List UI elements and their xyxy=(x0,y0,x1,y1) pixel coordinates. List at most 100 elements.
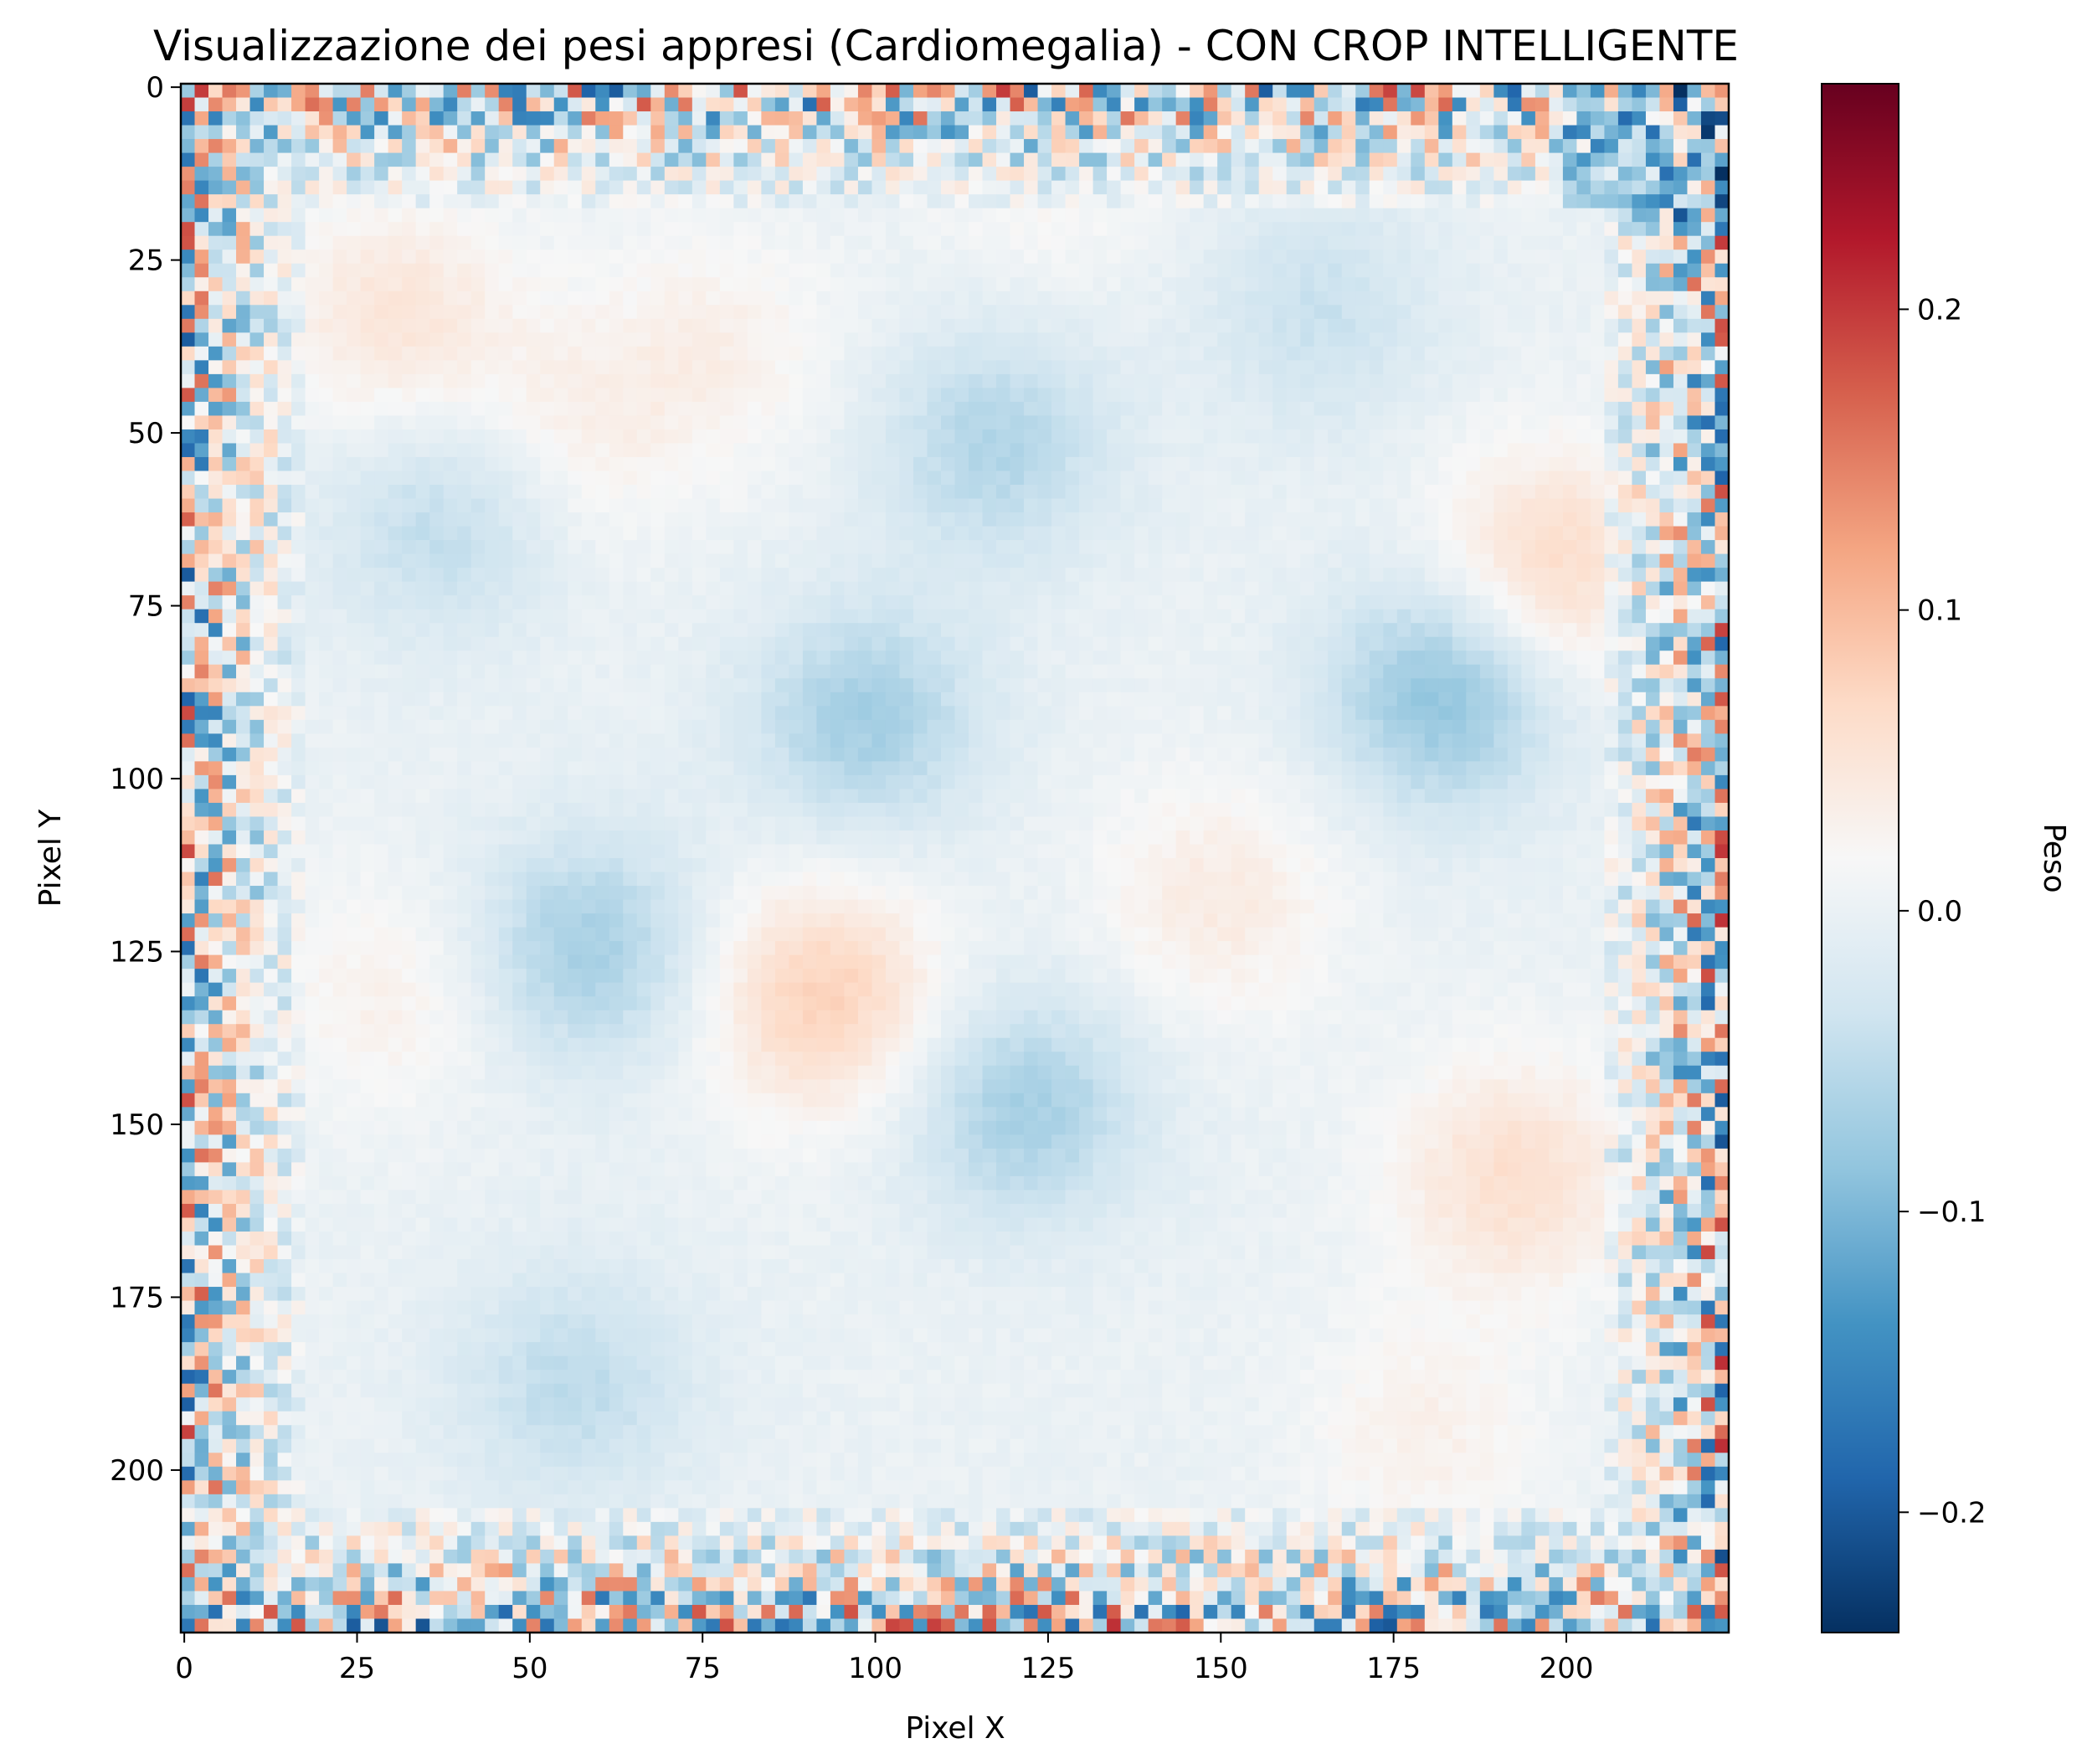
heatmap-cell xyxy=(857,568,873,583)
heatmap-cell xyxy=(512,263,527,278)
heatmap-cell xyxy=(982,139,997,154)
heatmap-cell xyxy=(940,318,956,333)
heatmap-cell xyxy=(927,360,942,375)
heatmap-cell xyxy=(1313,595,1329,610)
heatmap-cell xyxy=(1300,84,1315,99)
heatmap-cell xyxy=(277,664,292,679)
heatmap-cell xyxy=(1714,456,1730,472)
heatmap-cell xyxy=(678,636,693,651)
heatmap-cell xyxy=(1107,415,1122,430)
heatmap-cell xyxy=(816,139,831,154)
heatmap-cell xyxy=(1341,568,1356,583)
heatmap-cell xyxy=(1369,222,1384,237)
heatmap-cell xyxy=(996,277,1011,292)
heatmap-cell xyxy=(733,401,748,417)
heatmap-cell xyxy=(181,512,196,527)
heatmap-cell xyxy=(360,443,375,458)
heatmap-cell xyxy=(360,235,375,250)
heatmap-cell xyxy=(208,581,224,596)
heatmap-cell xyxy=(1562,401,1577,417)
heatmap-cell xyxy=(553,125,568,140)
heatmap-cell xyxy=(415,485,430,500)
heatmap-cell xyxy=(470,540,486,555)
heatmap-cell xyxy=(194,373,209,388)
heatmap-cell xyxy=(347,485,362,500)
heatmap-cell xyxy=(899,636,914,651)
heatmap-cell xyxy=(1632,429,1647,445)
heatmap-cell xyxy=(360,526,375,541)
heatmap-cell xyxy=(1438,636,1453,651)
heatmap-cell xyxy=(1245,332,1260,347)
heatmap-cell xyxy=(1051,167,1067,182)
heatmap-cell xyxy=(1272,360,1288,375)
heatmap-cell xyxy=(374,84,389,99)
heatmap-cell xyxy=(1037,263,1052,278)
heatmap-cell xyxy=(982,526,997,541)
heatmap-cell xyxy=(512,167,527,182)
heatmap-cell xyxy=(1604,111,1619,126)
heatmap-cell xyxy=(470,263,486,278)
heatmap-cell xyxy=(1190,388,1205,403)
heatmap-cell xyxy=(595,609,610,624)
heatmap-cell xyxy=(1010,429,1025,445)
heatmap-cell xyxy=(664,512,679,527)
heatmap-cell xyxy=(388,263,403,278)
heatmap-cell xyxy=(222,111,237,126)
heatmap-cell xyxy=(650,540,666,555)
heatmap-cell xyxy=(1396,360,1411,375)
heatmap-cell xyxy=(1535,263,1550,278)
heatmap-cell xyxy=(706,305,721,320)
heatmap-cell xyxy=(1687,222,1702,237)
heatmap-cell xyxy=(927,235,942,250)
heatmap-cell xyxy=(470,401,486,417)
heatmap-cell xyxy=(1479,291,1494,306)
heatmap-cell xyxy=(429,568,445,583)
heatmap-cell xyxy=(912,595,928,610)
heatmap-cell xyxy=(402,318,417,333)
heatmap-cell xyxy=(595,332,610,347)
heatmap-cell xyxy=(1549,456,1564,472)
heatmap-cell xyxy=(374,388,389,403)
heatmap-cell xyxy=(498,222,513,237)
heatmap-cell xyxy=(415,249,430,265)
heatmap-cell xyxy=(1673,443,1689,458)
heatmap-cell xyxy=(1162,97,1177,112)
heatmap-cell xyxy=(609,291,624,306)
heatmap-cell xyxy=(706,581,721,596)
heatmap-cell xyxy=(181,208,196,223)
heatmap-cell xyxy=(1479,222,1494,237)
heatmap-cell xyxy=(733,180,748,195)
heatmap-cell xyxy=(526,167,541,182)
heatmap-cell xyxy=(1479,636,1494,651)
heatmap-cell xyxy=(885,346,901,361)
heatmap-cell xyxy=(1313,678,1329,693)
heatmap-cell xyxy=(581,595,596,610)
heatmap-cell xyxy=(982,167,997,182)
heatmap-cell xyxy=(1383,609,1398,624)
heatmap-cell xyxy=(1714,222,1730,237)
heatmap-cell xyxy=(636,415,651,430)
heatmap-cell xyxy=(1659,373,1674,388)
heatmap-cell xyxy=(1258,167,1273,182)
heatmap-cell xyxy=(1190,595,1205,610)
heatmap-cell xyxy=(1479,332,1494,347)
heatmap-cell xyxy=(1714,623,1730,638)
heatmap-cell xyxy=(747,581,762,596)
heatmap-cell xyxy=(374,415,389,430)
heatmap-cell xyxy=(332,485,347,500)
heatmap-cell xyxy=(415,512,430,527)
heatmap-cell xyxy=(1576,456,1591,472)
heatmap-cell xyxy=(927,581,942,596)
heatmap-cell xyxy=(678,553,693,568)
heatmap-cell xyxy=(1369,84,1384,99)
heatmap-cell xyxy=(595,222,610,237)
heatmap-cell xyxy=(1466,194,1481,209)
heatmap-cell xyxy=(1521,568,1536,583)
heatmap-cell xyxy=(609,360,624,375)
heatmap-cell xyxy=(761,208,776,223)
heatmap-cell xyxy=(664,208,679,223)
heatmap-cell xyxy=(1313,609,1329,624)
heatmap-cell xyxy=(1369,456,1384,472)
heatmap-cell xyxy=(1466,277,1481,292)
heatmap-cell xyxy=(1507,595,1522,610)
